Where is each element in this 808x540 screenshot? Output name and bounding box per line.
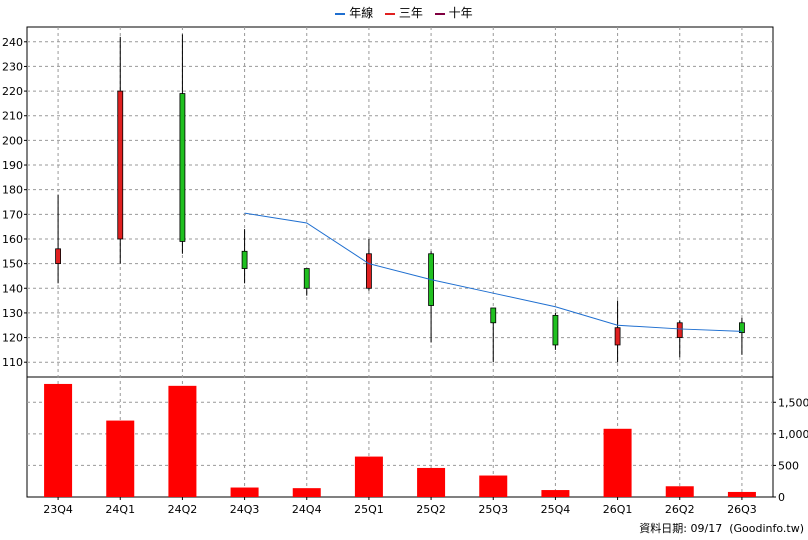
volume-bar [354, 456, 383, 497]
yearly-line [244, 212, 742, 332]
candle-body [739, 322, 745, 334]
data-date-footer: 資料日期: 09/17 (Goodinfo.tw) [639, 522, 804, 535]
price-tick-label: 180 [2, 184, 23, 197]
candle-body [614, 327, 621, 346]
candle-body [303, 268, 310, 289]
price-tick-label: 140 [2, 282, 23, 295]
legend: 年線 三年 十年 [0, 4, 808, 21]
price-tick-label: 160 [2, 233, 23, 246]
price-tick-label: 130 [2, 307, 23, 320]
price-tick-label: 150 [2, 258, 23, 271]
legend-label-ten-year: 十年 [448, 6, 473, 20]
volume-bar [106, 420, 135, 497]
legend-item-ten-year: 十年 [434, 6, 473, 20]
x-tick-label: 26Q1 [603, 503, 633, 516]
price-tick-label: 120 [2, 332, 23, 345]
x-tick-label: 24Q3 [230, 503, 260, 516]
legend-label-yearly: 年線 [349, 6, 374, 20]
price-tick-label: 230 [2, 60, 23, 73]
x-tick-label: 26Q2 [665, 503, 695, 516]
volume-bar [417, 467, 446, 497]
volume-bar [44, 383, 73, 497]
volume-bar [603, 428, 632, 497]
price-tick-label: 200 [2, 134, 23, 147]
price-tick-label: 210 [2, 110, 23, 123]
legend-item-three-year: 三年 [385, 6, 427, 20]
candle-body [55, 248, 61, 265]
x-tick-label: 24Q1 [105, 503, 135, 516]
legend-label-three-year: 三年 [398, 6, 423, 20]
candle-body [490, 307, 497, 324]
volume-bar [292, 488, 321, 497]
volume-tick-label: 1,000 [778, 428, 808, 441]
x-tick-label: 26Q3 [727, 503, 757, 516]
x-tick-label: 24Q2 [168, 503, 198, 516]
volume-tick-label: 500 [778, 459, 799, 472]
legend-swatch-ten-year [434, 12, 445, 15]
volume-bar [168, 385, 197, 497]
x-tick-label: 25Q1 [354, 503, 384, 516]
candle-body [241, 250, 248, 269]
price-tick-label: 190 [2, 159, 23, 172]
x-tick-label: 25Q4 [541, 503, 571, 516]
candle-body [552, 314, 559, 346]
volume-bar [727, 491, 756, 497]
volume-bar [479, 475, 508, 497]
volume-tick-label: 1,500 [778, 396, 808, 409]
volume-bar [665, 486, 694, 497]
candle-body [676, 322, 683, 338]
legend-swatch-yearly [335, 12, 346, 15]
volume-bar [230, 487, 259, 497]
price-tick-label: 110 [2, 356, 23, 369]
price-tick-label: 220 [2, 85, 23, 98]
candle-body [366, 253, 372, 289]
x-tick-label: 24Q4 [292, 503, 322, 516]
candle-body [117, 90, 124, 240]
x-tick-label: 25Q3 [478, 503, 508, 516]
price-tick-label: 240 [2, 36, 23, 49]
legend-item-yearly: 年線 [335, 6, 377, 20]
price-tick-label: 170 [2, 208, 23, 221]
price-panel-frame [26, 26, 774, 378]
candle-body [179, 93, 186, 242]
volume-bar [541, 490, 570, 497]
legend-swatch-three-year [385, 12, 396, 15]
x-tick-label: 25Q2 [416, 503, 446, 516]
volume-tick-label: 0 [778, 491, 785, 504]
volume-panel-frame [26, 376, 774, 498]
x-tick-label: 23Q4 [43, 503, 73, 516]
